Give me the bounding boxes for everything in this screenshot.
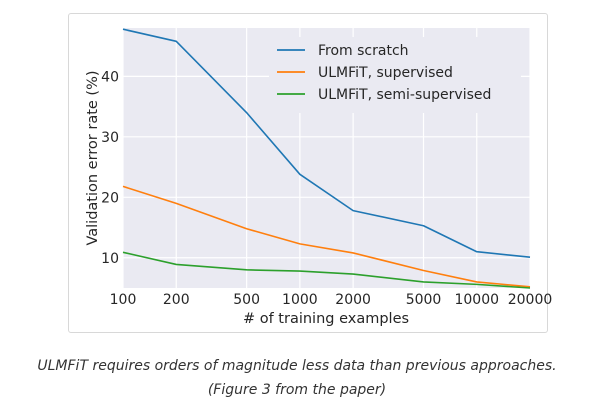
- y-tick-label: 30: [101, 130, 119, 146]
- x-tick-label: 1000: [282, 292, 318, 308]
- x-axis-label: # of training examples: [243, 311, 409, 327]
- series-line: [122, 251, 531, 289]
- x-tick-label: 200: [163, 292, 190, 308]
- legend-label: ULMFiT, supervised: [318, 65, 453, 81]
- x-tick-label: 20000: [508, 292, 553, 308]
- caption-line-1: ULMFiT requires orders of magnitude less…: [37, 358, 557, 374]
- series-line: [122, 185, 531, 288]
- y-tick-label: 10: [101, 251, 119, 267]
- series-line: [122, 28, 531, 258]
- y-tick-label: 20: [101, 190, 119, 206]
- y-axis-label: Validation error rate (%): [85, 70, 101, 245]
- x-tick-label: 100: [110, 292, 137, 308]
- chart: 100 200 500 1000 2000 5000 10000 20000 10 20 30 40…: [85, 28, 553, 327]
- y-tick-label: 40: [101, 69, 119, 85]
- legend-box: [269, 37, 521, 113]
- series-lines: [122, 28, 531, 289]
- legend-label: ULMFiT, semi-supervised: [318, 87, 491, 103]
- y-tick-labels: 10 20 30 40: [101, 69, 119, 266]
- x-tick-label: 500: [233, 292, 260, 308]
- caption-line-2: (Figure 3 from the paper): [207, 382, 387, 398]
- x-tick-label: 2000: [335, 292, 371, 308]
- x-tick-label: 10000: [454, 292, 499, 308]
- x-tick-labels: 100 200 500 1000 2000 5000 10000 20000: [110, 292, 553, 308]
- legend: From scratch ULMFiT, supervised ULMFiT, se…: [269, 37, 521, 113]
- x-tick-label: 5000: [406, 292, 442, 308]
- legend-label: From scratch: [318, 43, 409, 59]
